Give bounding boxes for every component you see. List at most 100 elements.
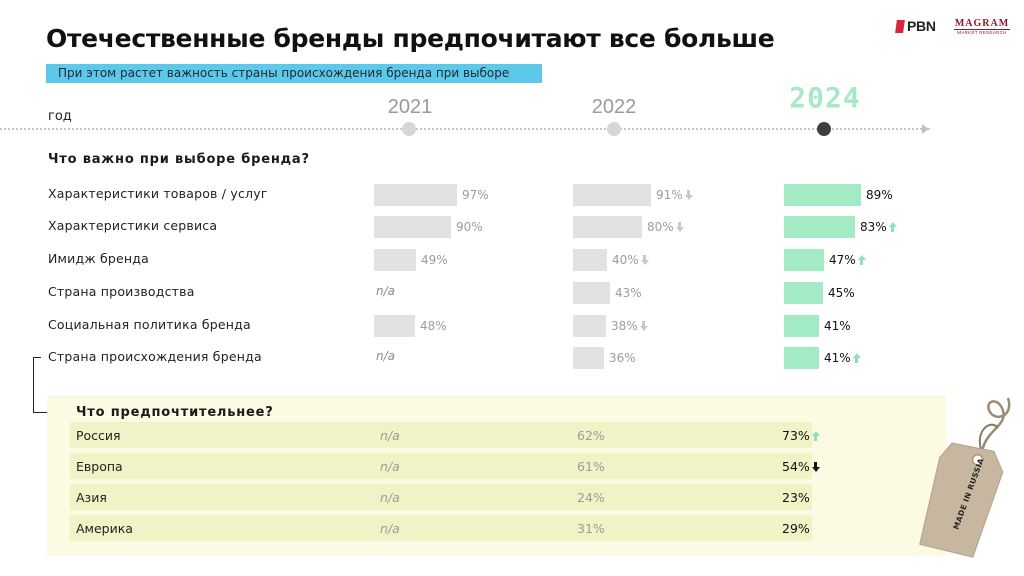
value-label-2022: 43%: [615, 286, 642, 300]
value-label-2024: 47%: [829, 253, 866, 267]
region-label: Россия: [76, 428, 121, 443]
trend-up-icon: [811, 431, 820, 441]
region-label: Европа: [76, 459, 123, 474]
trend-arrow-stem: [643, 255, 647, 260]
bar-2022: [573, 216, 642, 238]
value-label-2022: 62%: [577, 428, 605, 443]
pbn-logo-text: PBN: [907, 18, 936, 34]
value-label-2021: 48%: [420, 319, 447, 333]
preference-section-title: Что предпочтительнее?: [76, 405, 274, 420]
value-text: 80%: [647, 220, 674, 234]
value-label-2022: 91%: [656, 188, 693, 202]
bar-2024: [784, 347, 819, 369]
value-text: 40%: [612, 253, 639, 267]
bar-2021: [374, 184, 457, 206]
trend-arrow-head: [640, 260, 649, 265]
value-text: 89%: [866, 188, 893, 202]
trend-arrow-head: [888, 222, 897, 227]
value-label-2022: 40%: [612, 253, 649, 267]
value-text: 49%: [421, 253, 448, 267]
criterion-label: Имидж бренда: [48, 251, 149, 266]
bar-2021: [374, 315, 415, 337]
trend-arrow-stem: [860, 260, 864, 265]
bar-2024: [784, 249, 824, 271]
criterion-label: Страна происхождения бренда: [48, 349, 262, 364]
value-text: 91%: [656, 188, 683, 202]
value-label-2024: 83%: [860, 220, 897, 234]
value-na-2021: n/a: [380, 459, 400, 474]
year-axis-label: год: [48, 109, 72, 124]
trend-arrow-head: [639, 326, 648, 331]
bar-2024: [784, 315, 819, 337]
value-text: 38%: [611, 319, 638, 333]
value-text: n/a: [380, 490, 400, 505]
trend-up-icon: [852, 353, 861, 363]
trend-arrow-stem: [642, 321, 646, 326]
year-dot-2022: [607, 122, 621, 136]
bar-2022: [573, 249, 607, 271]
value-text: 47%: [829, 253, 856, 267]
value-na-2021: n/a: [380, 521, 400, 536]
bar-2021: [374, 249, 416, 271]
year-dot-2021: [402, 122, 416, 136]
year-label-2022: 2022: [591, 96, 637, 118]
value-text: n/a: [380, 521, 400, 536]
connector-line-bottom: [33, 412, 55, 413]
bar-2022: [573, 315, 606, 337]
value-text: 29%: [782, 521, 810, 536]
trend-down-icon: [684, 190, 693, 200]
trend-down-icon: [640, 255, 649, 265]
year-label-2021: 2021: [387, 96, 433, 118]
criterion-label: Характеристики сервиса: [48, 218, 218, 233]
value-na-2021: n/a: [376, 284, 396, 298]
importance-section-title: Что важно при выборе бренда?: [48, 152, 310, 167]
criterion-label: Характеристики товаров / услуг: [48, 186, 268, 201]
trend-arrow-stem: [855, 358, 859, 363]
value-label-2024: 54%: [782, 459, 820, 474]
bar-2022: [573, 282, 610, 304]
bar-2024: [784, 216, 855, 238]
value-label-2022: 61%: [577, 459, 605, 474]
value-label-2022: 36%: [609, 351, 636, 365]
value-label-2022: 38%: [611, 319, 648, 333]
value-text: 45%: [828, 286, 855, 300]
value-text: 41%: [824, 319, 851, 333]
value-na-2021: n/a: [380, 490, 400, 505]
table-row: [70, 453, 812, 479]
page-title: Отечественные бренды предпочитают все бо…: [46, 24, 775, 53]
magram-logo-subtext: MARKET RESEARCH: [954, 29, 1010, 36]
magram-logo: MAGRAM MARKET RESEARCH: [954, 18, 1010, 36]
trend-down-icon: [811, 462, 820, 472]
value-text: 73%: [782, 428, 810, 443]
page-subtitle: При этом растет важность страны происхож…: [46, 64, 542, 83]
trend-arrow-stem: [678, 222, 682, 227]
value-text: n/a: [380, 428, 400, 443]
criterion-label: Страна производства: [48, 284, 195, 299]
value-text: 97%: [462, 188, 489, 202]
value-text: 41%: [824, 351, 851, 365]
trend-arrow-head: [852, 353, 861, 358]
value-na-2021: n/a: [376, 349, 396, 363]
value-label-2024: 73%: [782, 428, 820, 443]
trend-arrow-head: [811, 431, 820, 436]
value-label-2022: 24%: [577, 490, 605, 505]
trend-down-icon: [639, 321, 648, 331]
value-na-2021: n/a: [380, 428, 400, 443]
made-in-russia-tag-icon: MADE IN RUSSIA: [919, 397, 1011, 558]
value-label-2024: 89%: [866, 188, 893, 202]
year-dot-2024: [817, 122, 831, 136]
value-text: 43%: [615, 286, 642, 300]
trend-arrow-head: [675, 227, 684, 232]
table-row: [70, 515, 812, 541]
value-label-2021: 90%: [456, 220, 483, 234]
trend-up-icon: [888, 222, 897, 232]
pbn-logo: PBN: [895, 17, 936, 35]
value-label-2022: 80%: [647, 220, 684, 234]
value-text: 24%: [577, 490, 605, 505]
value-text: 62%: [577, 428, 605, 443]
year-label-2024: 2024: [789, 81, 861, 114]
value-text: 54%: [782, 459, 810, 474]
trend-arrow-stem: [687, 190, 691, 195]
value-label-2022: 31%: [577, 521, 605, 536]
value-text: 23%: [782, 490, 810, 505]
